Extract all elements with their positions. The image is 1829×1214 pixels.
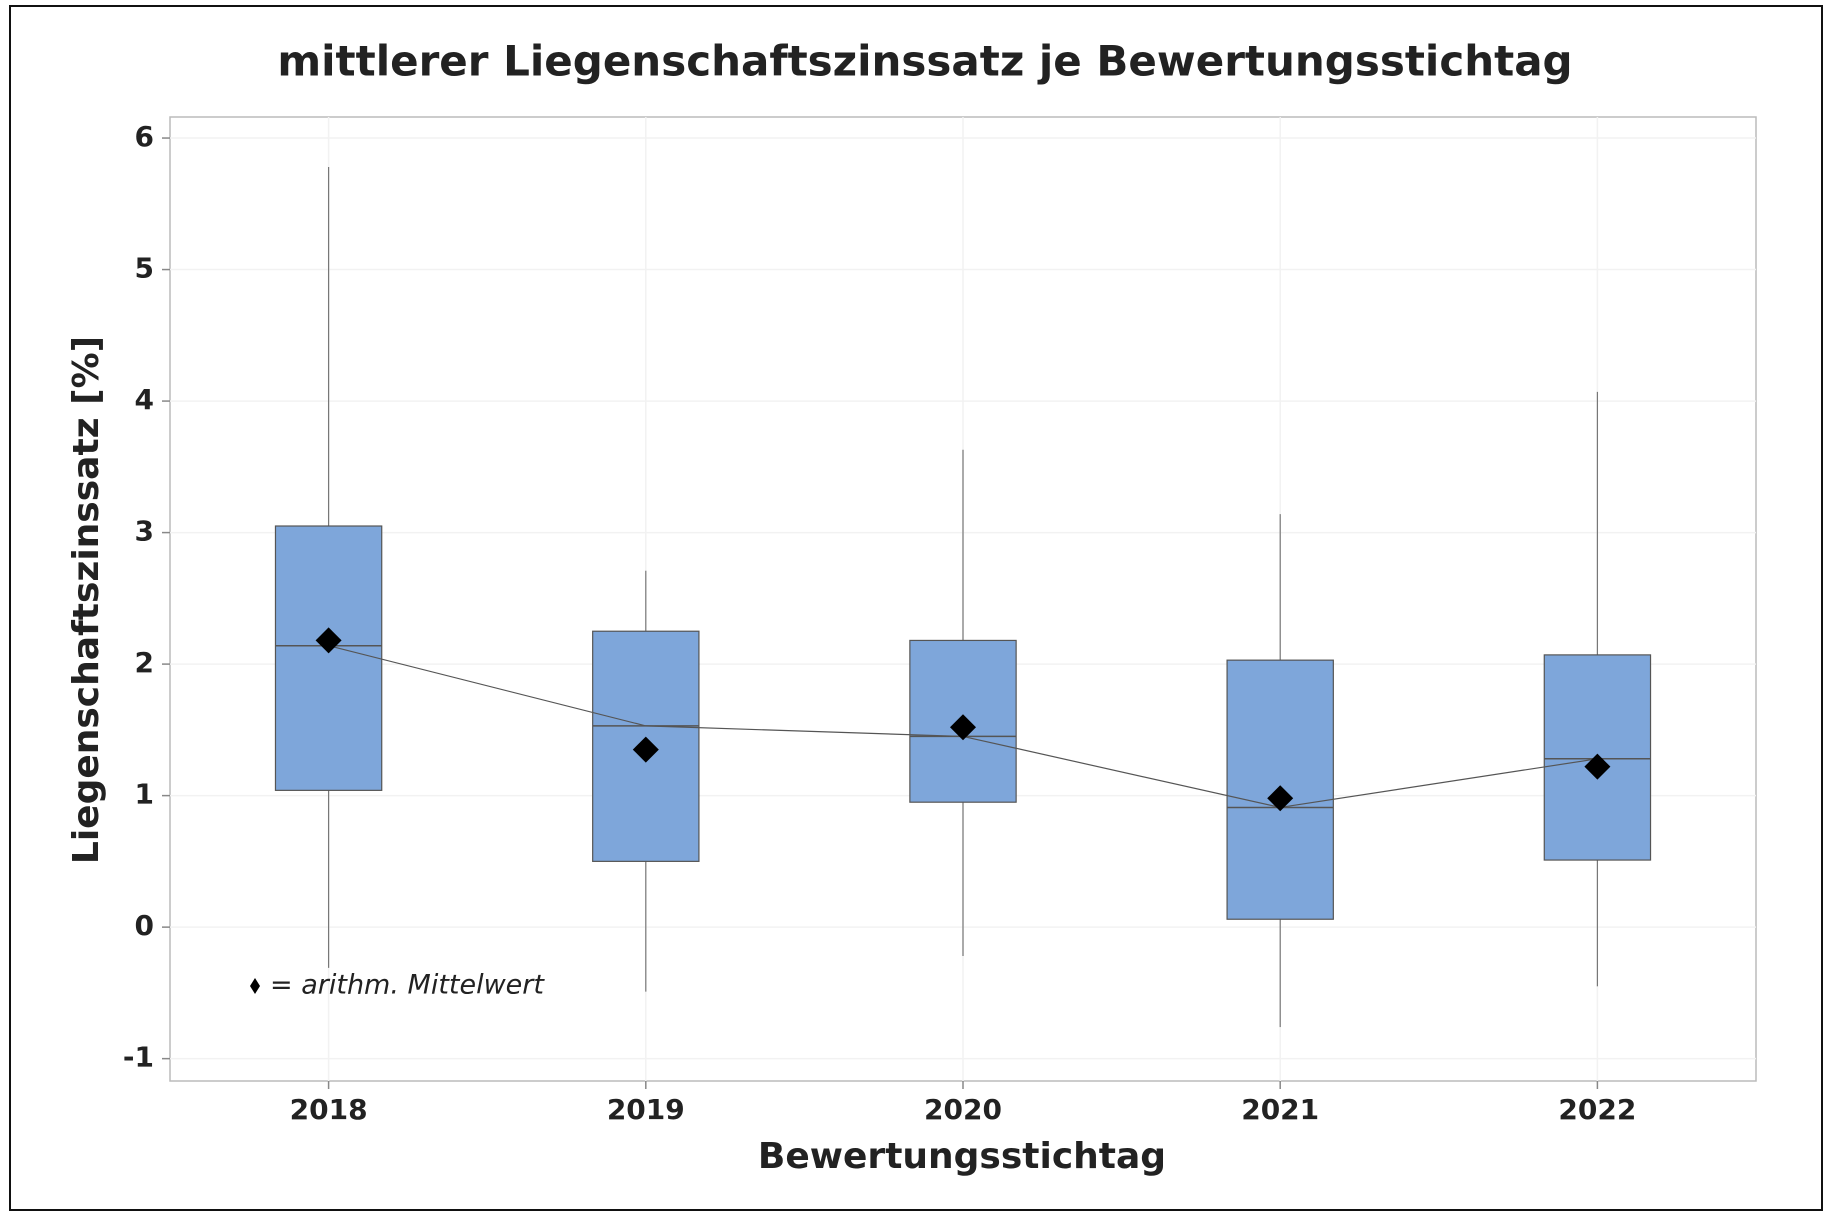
y-tick-label: -1 (123, 1041, 154, 1074)
y-tick-label: 2 (135, 646, 154, 679)
box (274, 525, 383, 791)
x-tick-label: 2020 (924, 1093, 1002, 1126)
y-tick-label: 6 (135, 120, 154, 153)
x-tick-label: 2018 (290, 1093, 368, 1126)
chart-title: mittlerer Liegenschaftszinssatz je Bewer… (277, 37, 1572, 86)
x-tick-label: 2019 (607, 1093, 685, 1126)
mean-marker (315, 627, 342, 654)
y-tick-label: 5 (135, 252, 154, 285)
y-tick-label: 0 (135, 909, 154, 942)
y-tick-label: 4 (135, 383, 154, 416)
y-tick-label: 1 (135, 778, 154, 811)
mean-marker (950, 714, 976, 741)
mean-marker (1584, 753, 1611, 780)
mean-marker (1267, 785, 1294, 812)
x-tick-label: 2021 (1241, 1093, 1319, 1126)
y-tick-label: 3 (135, 515, 154, 548)
x-axis-label: Bewertungsstichtag (758, 1136, 1166, 1177)
x-tick-label: 2022 (1558, 1093, 1636, 1126)
legend-diamond (250, 978, 260, 994)
legend-note: = arithm. Mittelwert (270, 970, 545, 1001)
mean-marker (632, 736, 659, 763)
y-axis-label: Liegenschaftszinssatz [%] (66, 336, 107, 864)
